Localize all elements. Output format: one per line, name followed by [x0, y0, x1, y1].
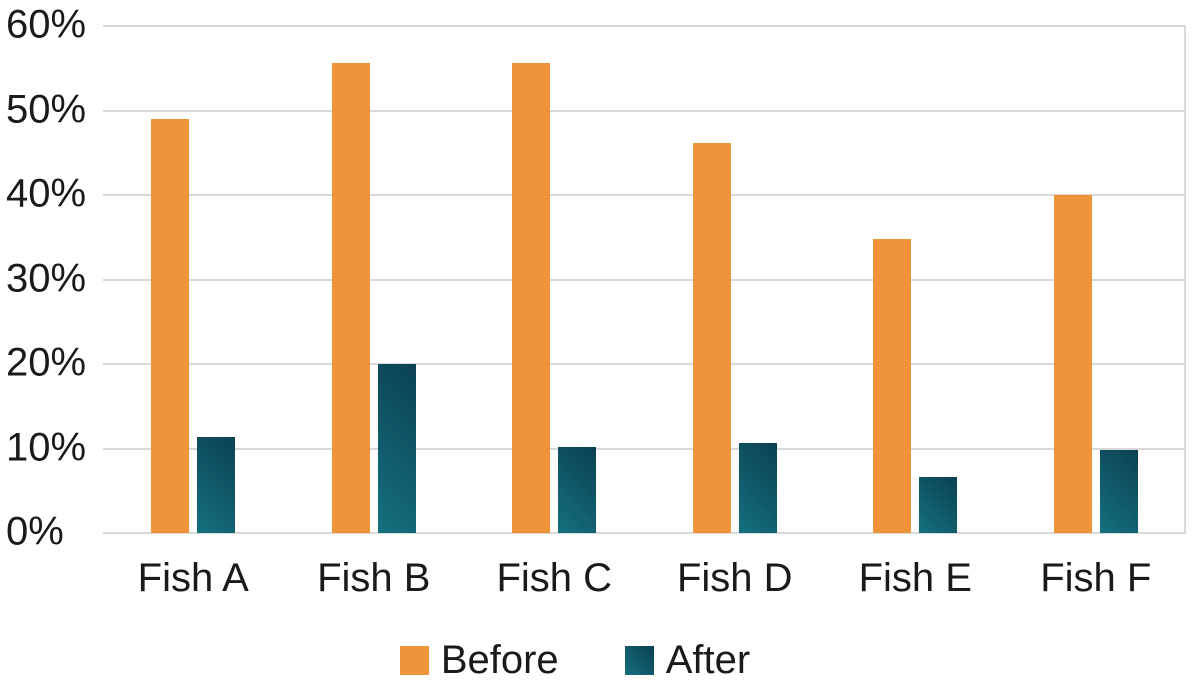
y-tick-label: 50%	[6, 87, 87, 132]
x-axis-labels: Fish A Fish B Fish C Fish D Fish E Fish F	[103, 556, 1186, 601]
y-tick-label: 30%	[6, 256, 87, 301]
gridline-60	[103, 25, 1186, 27]
legend-item-before: Before	[399, 638, 559, 683]
bar-after-fish-c	[558, 446, 597, 533]
bar-group-fish-c	[464, 26, 645, 533]
legend: Before After	[0, 638, 1150, 683]
orange-square-icon	[399, 646, 429, 675]
bar-before-fish-a	[151, 118, 190, 533]
bar-group-fish-d	[645, 26, 826, 533]
x-axis-label: Fish E	[858, 556, 972, 600]
x-axis-label: Fish C	[496, 556, 613, 600]
bar-after-fish-f	[1099, 450, 1138, 533]
bar-before-fish-d	[692, 142, 731, 533]
bar-group-fish-b	[284, 26, 465, 533]
bar-group-fish-e	[825, 26, 1006, 533]
bar-before-fish-e	[873, 238, 912, 533]
gridline-20	[103, 363, 1186, 365]
gridline-0	[103, 532, 1186, 534]
plot-area	[103, 25, 1186, 534]
gridline-50	[103, 109, 1186, 112]
x-axis-label: Fish B	[317, 556, 431, 600]
y-tick-label: 60%	[6, 2, 87, 47]
y-tick-label: 0%	[6, 509, 64, 554]
legend-item-after: After	[624, 638, 751, 683]
gridline-30	[103, 278, 1186, 281]
gridline-10	[103, 447, 1186, 450]
x-axis-label: Fish F	[1040, 556, 1152, 600]
bar-group-fish-a	[103, 26, 284, 533]
gridline-40	[103, 194, 1186, 196]
y-tick-label: 40%	[6, 171, 87, 216]
bar-groups	[103, 26, 1186, 533]
bar-group-fish-f	[1006, 26, 1187, 533]
x-axis-label: Fish A	[137, 556, 249, 600]
y-tick-label: 20%	[6, 340, 87, 385]
bar-before-fish-f	[1053, 195, 1092, 533]
bar-after-fish-d	[738, 442, 777, 533]
bar-after-fish-b	[377, 364, 416, 533]
bar-before-fish-c	[512, 63, 551, 533]
teal-square-icon	[624, 646, 654, 675]
bar-before-fish-b	[331, 63, 370, 533]
bar-after-fish-a	[197, 436, 236, 533]
legend-label: Before	[440, 638, 559, 682]
plot-right-border	[1184, 26, 1186, 533]
legend-label: After	[665, 638, 751, 682]
bar-after-fish-e	[919, 477, 958, 533]
x-axis-label: Fish D	[676, 556, 793, 600]
y-tick-label: 10%	[6, 425, 87, 470]
